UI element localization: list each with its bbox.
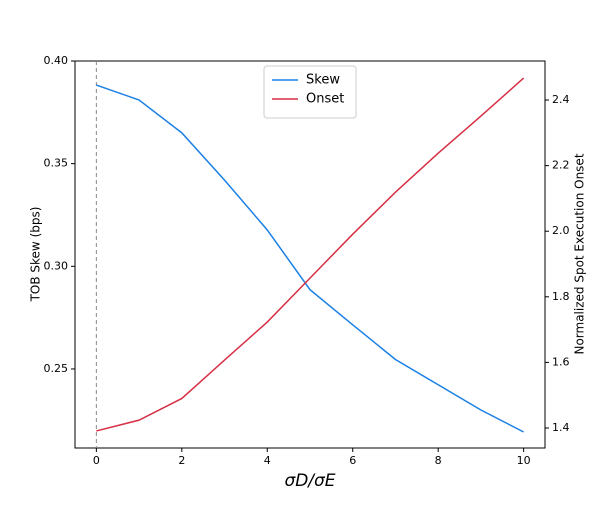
- y2-tick-label: 1.6: [552, 355, 570, 368]
- x-tick-label: 2: [178, 454, 185, 467]
- y2-tick-label: 2.0: [552, 224, 570, 237]
- x-axis-label: σD/σE: [284, 471, 335, 491]
- x-tick-label: 4: [264, 454, 271, 467]
- legend-label: Onset: [306, 92, 344, 107]
- y2-tick-label: 1.8: [552, 290, 570, 303]
- y-tick-label: 0.40: [44, 54, 69, 67]
- y2-tick-label: 2.2: [552, 159, 570, 172]
- y2-axis-label: Normalized Spot Execution Onset: [573, 153, 587, 354]
- legend-label: Skew: [306, 73, 340, 88]
- plot-frame: [74, 60, 546, 449]
- x-tick-label: 0: [93, 454, 100, 467]
- x-tick-label: 8: [435, 454, 442, 467]
- series-line: [96, 77, 525, 432]
- series-line: [96, 84, 524, 433]
- x-tick-label: 10: [517, 454, 531, 467]
- y-tick-label: 0.35: [44, 157, 69, 170]
- x-tick-label: 6: [349, 454, 356, 467]
- legend-box: [263, 65, 357, 119]
- y2-tick-label: 1.4: [552, 421, 570, 434]
- y2-tick-label: 2.4: [552, 93, 570, 106]
- y-axis-label: TOB Skew (bps): [29, 207, 43, 303]
- y-tick-label: 0.30: [44, 259, 69, 272]
- y-tick-label: 0.25: [44, 362, 69, 375]
